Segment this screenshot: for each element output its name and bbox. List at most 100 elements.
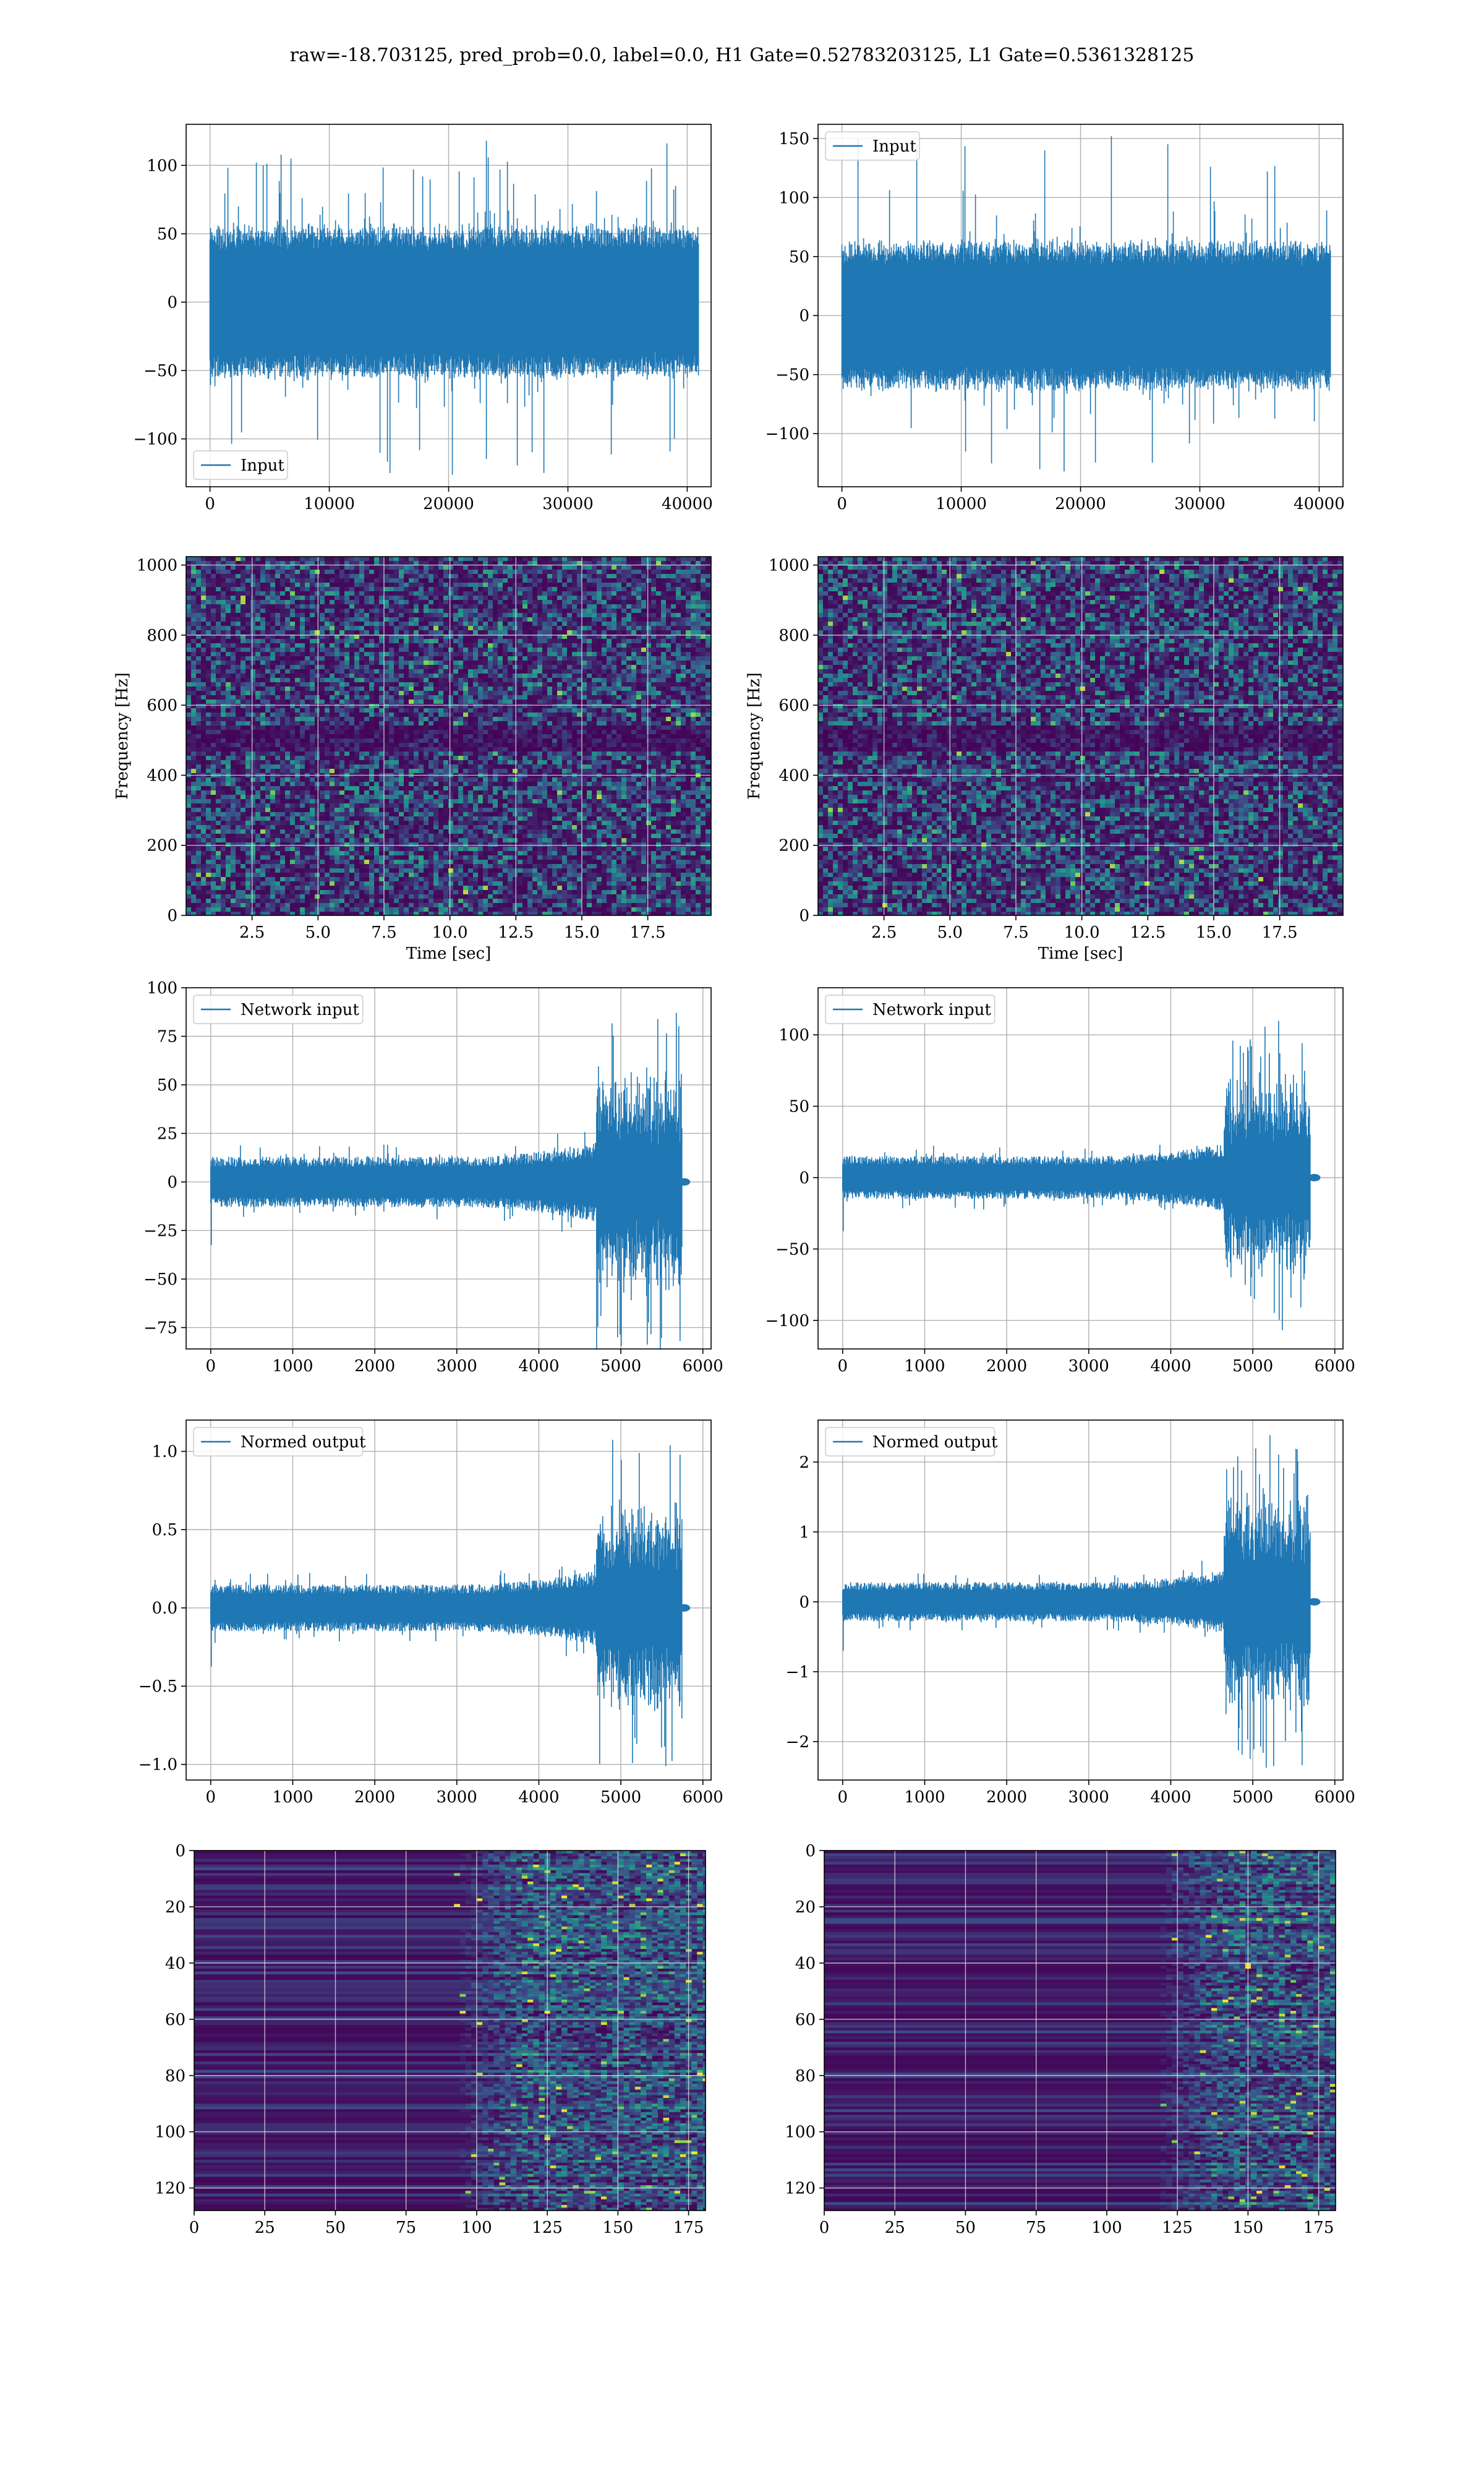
y-tick-label: 0 bbox=[799, 907, 809, 925]
y-tick-label: 100 bbox=[778, 189, 809, 207]
x-tick-label: 4000 bbox=[518, 1357, 559, 1376]
x-tick-label: 12.5 bbox=[1130, 923, 1166, 942]
y-tick-label: 800 bbox=[147, 627, 177, 645]
figure-title: raw=-18.703125, pred_prob=0.0, label=0.0… bbox=[0, 45, 1484, 66]
x-tick-label: 2.5 bbox=[871, 923, 897, 942]
series-line-l1-normed-output bbox=[842, 1435, 1317, 1768]
y-tick-label: 800 bbox=[778, 627, 809, 645]
x-tick-label: 1000 bbox=[904, 1788, 945, 1807]
x-tick-label: 5000 bbox=[600, 1357, 641, 1376]
legend-label: Normed output bbox=[241, 1433, 366, 1452]
y-tick-label: 120 bbox=[785, 2180, 816, 2198]
series-tail-marker bbox=[678, 1604, 691, 1612]
y-tick-label: 75 bbox=[157, 1027, 177, 1046]
y-tick-label: 1.0 bbox=[152, 1443, 177, 1462]
y-tick-label: 1000 bbox=[769, 557, 809, 575]
axis-ticks: 0 25 50 75 100 125 150 175 0 20 40 60 80 100 120 bbox=[785, 1842, 1334, 2237]
axis-ticks: 2.5 5.0 7.5 10.0 12.5 15.0 17.5 0 200 400 600 800 10… bbox=[137, 557, 666, 942]
x-tick-label: 3000 bbox=[1068, 1357, 1109, 1376]
y-tick-label: 600 bbox=[147, 696, 177, 715]
y-tick-label: 50 bbox=[789, 248, 809, 267]
spectrogram-cells bbox=[186, 557, 711, 915]
y-tick-label: 80 bbox=[165, 2067, 186, 2086]
x-axis-label: Time [sec] bbox=[406, 944, 492, 963]
x-tick-label: 20000 bbox=[1055, 495, 1106, 513]
legend: Network input bbox=[825, 995, 996, 1024]
y-tick-label: −50 bbox=[775, 1240, 809, 1259]
series-line-l1-input bbox=[841, 136, 1331, 472]
x-tick-label: 3000 bbox=[437, 1788, 477, 1807]
x-tick-label: 6000 bbox=[683, 1788, 723, 1807]
x-tick-label: 150 bbox=[603, 2219, 634, 2237]
x-tick-label: 4000 bbox=[518, 1788, 559, 1807]
x-tick-label: 10000 bbox=[936, 495, 987, 513]
x-tick-label: 10.0 bbox=[432, 923, 468, 942]
axis-ticks: 0 1000 2000 3000 4000 5000 6000 −1.0 −0.5 0.0 0.5 1… bbox=[139, 1443, 723, 1807]
x-tick-label: 25 bbox=[255, 2219, 275, 2237]
legend: Normed output bbox=[825, 1427, 998, 1457]
x-tick-label: 100 bbox=[461, 2219, 492, 2237]
series-tail-marker bbox=[1308, 1174, 1321, 1182]
axes-frame bbox=[817, 987, 1344, 1350]
y-tick-label: 0 bbox=[167, 907, 177, 925]
x-tick-label: 125 bbox=[532, 2219, 563, 2237]
y-tick-label: 50 bbox=[789, 1098, 809, 1116]
y-tick-label: −1 bbox=[786, 1663, 809, 1682]
x-tick-label: 2000 bbox=[354, 1357, 395, 1376]
spectrogram-cells bbox=[818, 557, 1343, 915]
axes-frame bbox=[824, 1850, 1336, 2211]
grid-lines bbox=[818, 557, 1343, 915]
y-tick-label: 100 bbox=[147, 156, 177, 175]
legend: Input bbox=[193, 450, 288, 480]
y-tick-label: 0 bbox=[175, 1842, 186, 1860]
y-tick-label: 200 bbox=[778, 837, 809, 855]
y-tick-label: 40 bbox=[165, 1954, 186, 1973]
x-tick-label: 50 bbox=[325, 2219, 346, 2237]
x-tick-label: 0 bbox=[206, 1788, 216, 1807]
x-tick-label: 20000 bbox=[423, 495, 474, 513]
x-tick-label: 2000 bbox=[986, 1788, 1027, 1807]
x-tick-label: 40000 bbox=[1294, 495, 1345, 513]
y-tick-label: 150 bbox=[778, 130, 809, 148]
axes-frame bbox=[817, 1419, 1344, 1781]
y-tick-label: −50 bbox=[775, 366, 809, 385]
legend-label: Input bbox=[241, 456, 284, 475]
y-tick-label: 50 bbox=[157, 225, 177, 244]
y-tick-label: 20 bbox=[165, 1898, 186, 1917]
x-tick-label: 125 bbox=[1162, 2219, 1193, 2237]
x-tick-label: 1000 bbox=[272, 1788, 313, 1807]
x-tick-label: 5000 bbox=[1232, 1788, 1273, 1807]
x-tick-label: 1000 bbox=[904, 1357, 945, 1376]
chart-panel-h1-normed-output: Normed output 0 1000 2000 3000 4000 5000 6000 −1… bbox=[139, 1419, 723, 1807]
x-tick-label: 150 bbox=[1233, 2219, 1264, 2237]
x-tick-label: 0 bbox=[189, 2219, 200, 2237]
y-tick-label: 50 bbox=[157, 1076, 177, 1095]
x-tick-label: 30000 bbox=[1174, 495, 1226, 513]
x-tick-label: 3000 bbox=[437, 1357, 477, 1376]
x-tick-label: 0 bbox=[819, 2219, 830, 2237]
y-tick-label: 100 bbox=[778, 1026, 809, 1045]
y-tick-label: −25 bbox=[143, 1222, 177, 1240]
y-tick-label: 60 bbox=[165, 2011, 186, 2029]
x-tick-label: 0 bbox=[206, 1357, 216, 1376]
axes-frame bbox=[186, 987, 712, 1350]
feature-map-cells bbox=[824, 1851, 1336, 2211]
x-tick-label: 75 bbox=[1026, 2219, 1046, 2237]
y-tick-label: 0 bbox=[799, 1593, 809, 1612]
legend-label: Network input bbox=[872, 1001, 991, 1019]
chart-panel-h1-input: Input 0 10000 20000 30000 40000 −100 −50 0 50 100 bbox=[134, 124, 713, 513]
y-tick-label: 80 bbox=[795, 2067, 816, 2086]
x-tick-label: 50 bbox=[955, 2219, 976, 2237]
y-tick-label: 100 bbox=[155, 2123, 186, 2142]
x-tick-label: 75 bbox=[396, 2219, 416, 2237]
y-tick-label: 100 bbox=[147, 979, 177, 998]
y-tick-label: 400 bbox=[778, 766, 809, 785]
series-tail-marker bbox=[678, 1178, 691, 1186]
legend-label: Input bbox=[872, 137, 916, 156]
chart-panel-l1-normed-output: Normed output 0 1000 2000 3000 4000 5000 6000 −2… bbox=[786, 1419, 1355, 1807]
y-tick-label: −0.5 bbox=[139, 1677, 177, 1696]
x-tick-label: 30000 bbox=[542, 495, 594, 513]
x-tick-label: 175 bbox=[673, 2219, 704, 2237]
